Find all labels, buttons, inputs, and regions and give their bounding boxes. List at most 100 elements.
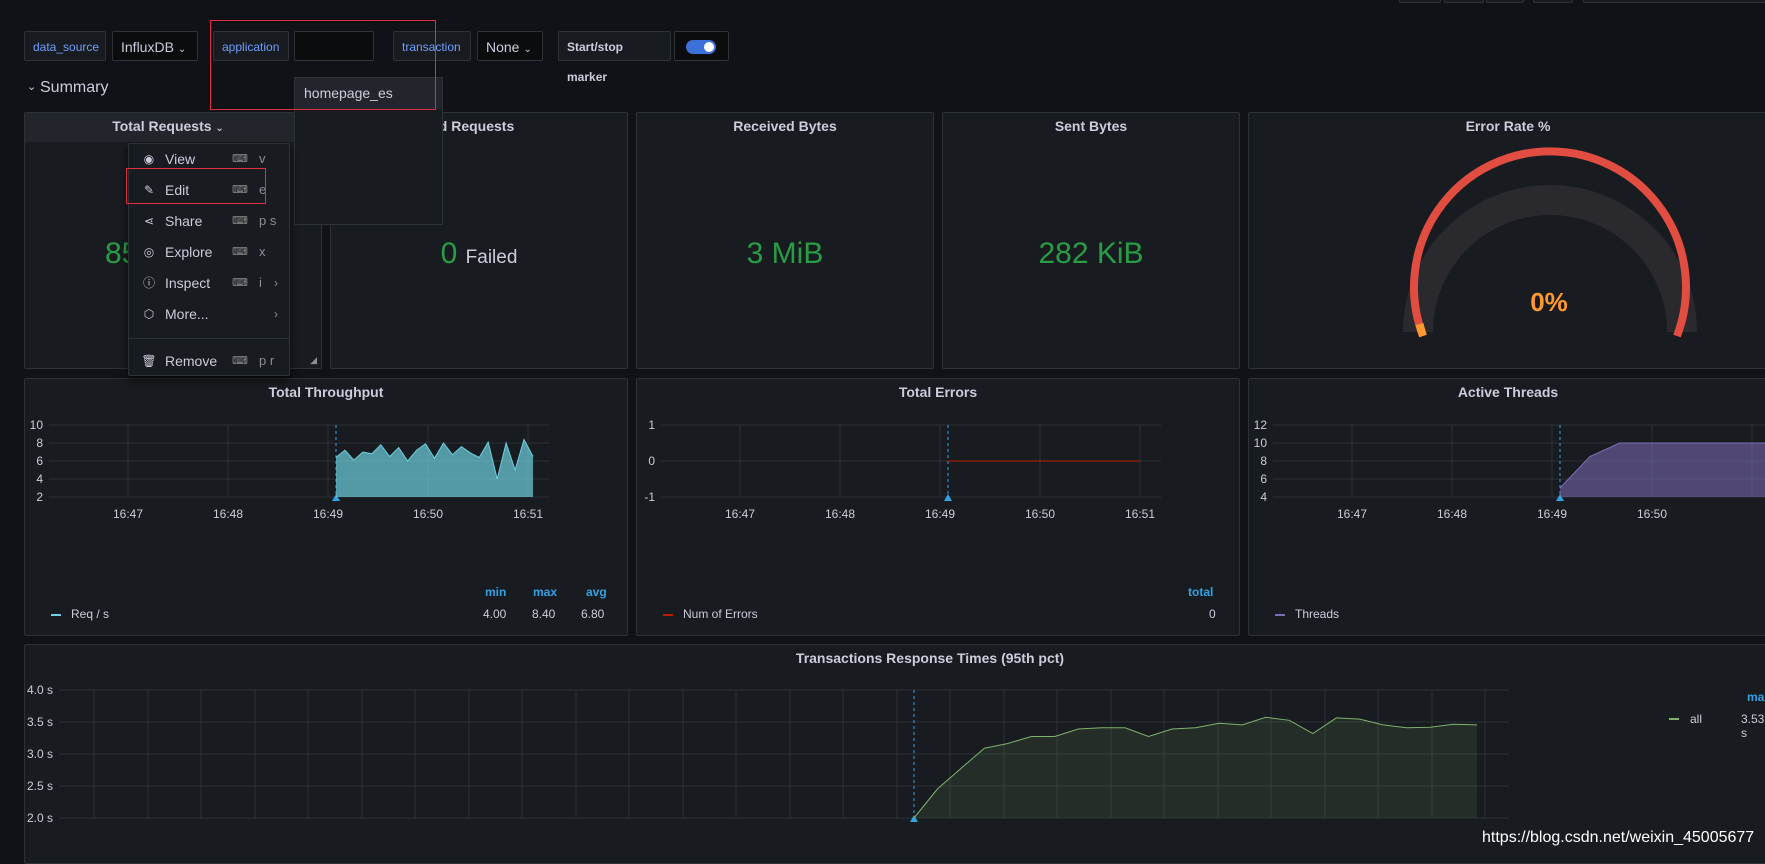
y-tick-label: 0 [648, 454, 655, 468]
panel-error-rate[interactable]: Error Rate % 0% [1248, 112, 1765, 369]
x-tick-label: 16:47 [725, 507, 755, 521]
y-tick-label: 10 [30, 418, 44, 432]
time-picker[interactable] [1583, 0, 1765, 3]
x-tick-label: 16:50 [1025, 507, 1055, 521]
legend-header-min: min [485, 585, 506, 599]
y-tick-label: 4 [36, 472, 43, 486]
menu-item-shortcut: i [259, 269, 262, 297]
menu-divider [129, 338, 289, 339]
keyboard-icon: ⌨ [232, 207, 248, 235]
y-tick-label: 4.0 s [27, 683, 53, 697]
menu-item-inspect[interactable]: ⓘ Inspect ⌨ i › [129, 269, 289, 297]
legend-series[interactable]: Num of Errors [683, 607, 758, 621]
legend-header-total: total [1188, 585, 1213, 599]
marker-toggle-box[interactable] [674, 31, 729, 61]
menu-item-more[interactable]: ⬡ More... › [129, 300, 289, 328]
legend-value-total: 0 [1209, 607, 1216, 621]
legend-series[interactable]: all [1690, 712, 1702, 726]
stat-suffix: Failed [466, 247, 518, 268]
series-area [914, 717, 1477, 818]
x-tick-label: 16:51 [1125, 507, 1155, 521]
panel-title: ed Requests [431, 118, 627, 134]
y-tick-label: 2.0 s [27, 811, 53, 825]
x-tick-label: 16:49 [1537, 507, 1567, 521]
legend-value-avg: 6.80 [581, 607, 604, 621]
variable-value: InfluxDB [121, 39, 174, 55]
panel-title-text: Total Requests [112, 118, 211, 134]
legend-series[interactable]: Req / s [71, 607, 109, 621]
toolbar-button-4[interactable] [1533, 0, 1573, 3]
y-tick-label: 1 [648, 418, 655, 432]
legend-swatch [1275, 614, 1285, 616]
panel-title[interactable]: Total Requests ⌄ [24, 118, 321, 134]
menu-item-label: More... [165, 300, 209, 328]
stat-value: 3 MiB [637, 237, 933, 271]
y-tick-label: 2.5 s [27, 779, 53, 793]
y-tick-label: 10 [1254, 436, 1268, 450]
highlight-box-application [210, 20, 436, 110]
x-tick-label: 16:50 [413, 507, 443, 521]
watermark: https://blog.csdn.net/weixin_45005677 [1482, 829, 1754, 847]
series-area [336, 439, 533, 497]
toolbar-button-1[interactable] [1399, 0, 1441, 3]
y-tick-label: 3.0 s [27, 747, 53, 761]
toolbar-button-3[interactable] [1486, 0, 1524, 3]
panel-sent-bytes[interactable]: Sent Bytes 282 KiB [942, 112, 1240, 369]
panel-received-bytes[interactable]: Received Bytes 3 MiB [636, 112, 934, 369]
variable-select-transaction[interactable]: None⌄ [477, 31, 543, 61]
x-tick-label: 16:47 [113, 507, 143, 521]
keyboard-icon: ⌨ [232, 347, 248, 375]
menu-item-label: Inspect [165, 269, 210, 297]
legend-header-max: max [533, 585, 557, 599]
toolbar-button-2[interactable] [1444, 0, 1484, 3]
legend-series[interactable]: Threads [1295, 607, 1339, 621]
gauge-value: 0% [1530, 287, 1568, 317]
legend-value-max: 8.40 [532, 607, 555, 621]
row-title-summary[interactable]: Summary [40, 79, 108, 97]
share-icon: ⋖ [141, 207, 157, 235]
menu-item-shortcut: p s [259, 207, 276, 235]
stat-number: 0 [441, 237, 458, 270]
menu-item-label: Remove [165, 347, 217, 375]
y-tick-label: 12 [1254, 418, 1268, 432]
menu-item-remove[interactable]: 🗑 Remove ⌨ p r [129, 347, 289, 375]
legend-swatch [663, 614, 673, 616]
x-tick-label: 16:47 [1337, 507, 1367, 521]
chevron-right-icon: › [274, 269, 278, 297]
marker-toggle[interactable] [686, 40, 716, 54]
x-tick-label: 16:50 [1637, 507, 1667, 521]
y-tick-label: 8 [1260, 454, 1267, 468]
chevron-right-icon: › [274, 300, 278, 328]
menu-item-explore[interactable]: ◎ Explore ⌨ x [129, 238, 289, 266]
y-tick-label: 6 [36, 454, 43, 468]
info-icon: ⓘ [141, 269, 157, 297]
gauge-threshold-start [1420, 324, 1424, 336]
legend-swatch [51, 614, 61, 616]
x-tick-label: 16:51 [513, 507, 543, 521]
variable-select-data-source[interactable]: InfluxDB⌄ [112, 31, 198, 61]
legend-swatch [1669, 718, 1679, 720]
variable-label-data-source: data_source [24, 31, 106, 61]
resize-handle-icon[interactable]: ◢ [310, 355, 317, 366]
x-tick-label: 16:48 [1437, 507, 1467, 521]
panel-title: Received Bytes [637, 118, 933, 134]
variable-label-marker: Start/stop marker [558, 31, 671, 61]
y-tick-label: -1 [644, 490, 655, 504]
keyboard-icon: ⌨ [232, 238, 248, 266]
chevron-down-icon: ⌄ [215, 123, 223, 134]
legend-value-min: 4.00 [483, 607, 506, 621]
row-collapse-icon[interactable]: ⌄ [27, 80, 36, 93]
chevron-down-icon: ⌄ [523, 44, 531, 55]
y-tick-label: 4 [1260, 490, 1267, 504]
y-tick-label: 8 [36, 436, 43, 450]
menu-item-shortcut: x [259, 238, 266, 266]
highlight-box-edit [126, 168, 266, 204]
menu-item-share[interactable]: ⋖ Share ⌨ p s [129, 207, 289, 235]
x-tick-label: 16:49 [313, 507, 343, 521]
